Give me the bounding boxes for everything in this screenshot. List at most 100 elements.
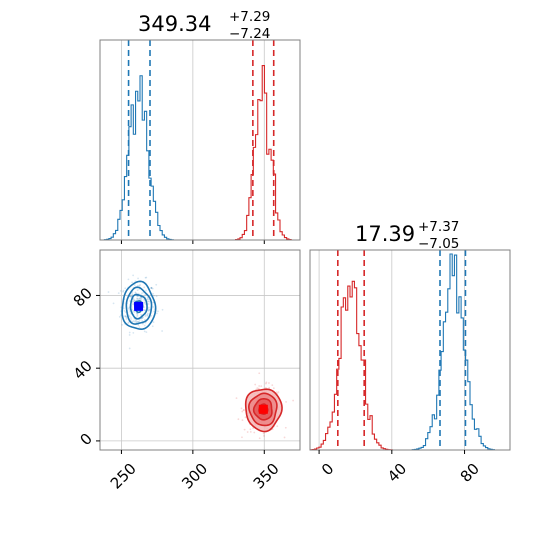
joint-point-0-238: [145, 276, 148, 279]
joint-point-0-8: [123, 310, 126, 312]
joint-point-0-69: [133, 299, 136, 302]
joint-contour-0-0: [121, 280, 157, 331]
joint-point-0-210: [139, 283, 141, 286]
joint-point-0-221: [112, 302, 115, 305]
joint-point-0-24: [134, 292, 137, 295]
joint-point-1-29: [268, 386, 271, 389]
joint-point-0-163: [152, 321, 155, 324]
joint-point-0-166: [128, 334, 131, 336]
joint-point-0-110: [140, 299, 143, 301]
joint-point-0-27: [132, 320, 135, 322]
joint-point-0-148: [152, 306, 155, 308]
joint-point-0-181: [122, 290, 124, 293]
joint-point-0-22: [136, 297, 138, 300]
joint-point-0-231: [133, 284, 136, 286]
joint-point-0-10: [142, 302, 145, 305]
joint-point-0-102: [146, 314, 149, 317]
joint-point-0-23: [124, 315, 126, 318]
joint-marker-1: [258, 404, 268, 414]
joint-point-0-134: [140, 296, 143, 299]
joint-point-1-25: [265, 382, 267, 385]
joint-point-0-158: [125, 318, 128, 320]
joint-point-0-66: [137, 284, 139, 287]
joint-point-0-62: [148, 310, 150, 312]
top-histogram-quantile-lines: [127, 40, 275, 240]
right-histogram-title-minus: −7.05: [418, 236, 459, 252]
joint-point-0-85: [135, 320, 138, 323]
joint-point-0-203: [139, 297, 141, 300]
joint-point-0-99: [117, 292, 120, 294]
joint-point-1-6: [253, 431, 256, 434]
joint-point-0-192: [136, 295, 139, 298]
joint-point-1-131: [276, 425, 279, 428]
joint-point-0-53: [127, 307, 130, 310]
joint-point-1-160: [241, 419, 244, 422]
joint-point-0-121: [147, 300, 149, 303]
joint-point-0-197: [136, 314, 139, 317]
joint-point-0-32: [150, 286, 153, 289]
joint-point-0-157: [133, 299, 136, 302]
joint-point-0-42: [138, 284, 141, 287]
joint-point-0-161: [128, 331, 131, 334]
joint-point-0-119: [130, 319, 132, 321]
joint-frame: [99, 249, 301, 451]
joint-point-0-94: [144, 309, 147, 312]
joint-point-0-162: [157, 310, 159, 313]
joint-point-0-194: [144, 315, 147, 318]
joint-point-0-200: [161, 308, 164, 311]
joint-point-1-130: [275, 391, 278, 394]
joint-point-0-196: [120, 314, 122, 317]
joint-point-1-185: [272, 387, 275, 390]
joint-point-0-220: [132, 331, 135, 334]
top-histogram-frame: [99, 39, 301, 241]
joint-point-0-226: [152, 301, 154, 304]
joint-point-0-247: [137, 320, 140, 323]
joint-point-0-58: [136, 298, 139, 300]
joint-point-0-5: [127, 322, 130, 325]
joint-point-0-17: [150, 287, 153, 290]
joint-point-0-70: [146, 313, 149, 316]
joint-point-1-248: [284, 426, 287, 429]
joint-point-1-205: [244, 416, 247, 419]
joint-point-0-198: [151, 325, 154, 328]
joint-point-0-105: [141, 320, 144, 322]
joint-truth-markers: [134, 301, 268, 414]
joint-point-0-51: [144, 321, 147, 324]
joint-point-0-255: [138, 320, 141, 323]
joint-point-1-39: [264, 386, 267, 389]
joint-point-1-153: [265, 381, 268, 384]
joint-point-0-153: [138, 297, 141, 300]
joint-point-0-212: [140, 313, 142, 316]
joint-point-1-74: [243, 409, 245, 411]
joint-point-0-4: [146, 298, 148, 301]
joint-point-0-256: [122, 289, 125, 292]
joint-point-0-214: [155, 283, 158, 286]
joint-point-1-207: [268, 382, 270, 384]
joint-point-0-60: [133, 320, 136, 323]
joint-point-0-95: [143, 306, 145, 309]
joint-point-1-101: [277, 391, 280, 394]
joint-point-1-4: [271, 384, 274, 387]
joint-point-0-107: [141, 317, 143, 320]
joint-point-0-184: [124, 315, 127, 318]
joint-point-0-217: [125, 315, 128, 318]
top-histogram-title-minus: −7.24: [229, 26, 270, 42]
joint-point-0-229: [132, 303, 134, 306]
joint-point-0-75: [127, 278, 130, 281]
joint-point-1-253: [254, 383, 257, 386]
joint-point-0-152: [107, 291, 110, 293]
joint-point-1-219: [249, 430, 252, 433]
joint-point-0-7: [143, 286, 146, 289]
joint-point-0-130: [131, 292, 133, 295]
right-histogram-title: 17.39: [355, 222, 415, 246]
top-histogram-title-plus: +7.29: [229, 9, 270, 25]
joint-point-0-131: [137, 298, 140, 300]
joint-point-0-173: [161, 330, 164, 332]
joint-point-0-49: [132, 274, 135, 277]
joint-point-0-117: [128, 308, 131, 311]
joint-point-1-97: [260, 385, 263, 387]
joint-point-0-35: [131, 293, 134, 296]
joint-point-1-199: [241, 410, 244, 413]
joint-point-0-144: [150, 286, 153, 289]
joint-point-0-16: [150, 314, 153, 317]
